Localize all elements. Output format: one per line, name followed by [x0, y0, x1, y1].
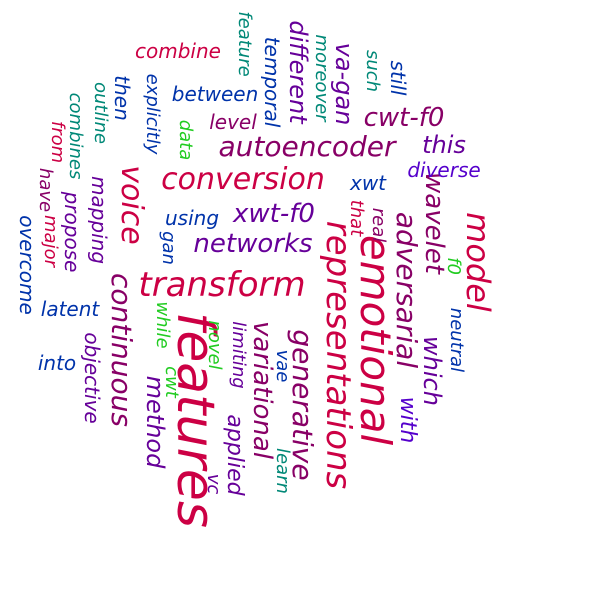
word-f0: f0	[443, 257, 464, 275]
word-xwt: xwt	[349, 171, 387, 195]
word-limiting: limiting	[228, 321, 249, 389]
word-into: into	[37, 351, 77, 375]
word-moreover: moreover	[311, 34, 332, 122]
word-explicitly: explicitly	[142, 73, 163, 155]
word-combine: combine	[135, 39, 221, 63]
word-xwt-f0: xwt-f0	[233, 199, 315, 229]
word-then: then	[110, 75, 134, 121]
word-transform: transform	[138, 265, 306, 305]
word-vc: vc	[203, 473, 224, 495]
word-major: major	[40, 215, 61, 267]
word-real: real	[368, 207, 389, 243]
word-temporal: temporal	[260, 36, 284, 128]
word-mapping: mapping	[87, 175, 111, 265]
word-propose: propose	[60, 191, 84, 273]
word-adversarial: adversarial	[390, 211, 423, 369]
word-between: between	[171, 82, 259, 106]
word-different: different	[284, 20, 312, 124]
word-still: still	[386, 60, 410, 96]
word-that: that	[346, 199, 367, 237]
word-va-gan: va-gan	[330, 42, 358, 126]
word-cwt-f0: cwt-f0	[363, 103, 445, 133]
word-conversion: conversion	[161, 162, 325, 197]
word-diverse: diverse	[407, 158, 481, 182]
word-autoencoder: autoencoder	[218, 130, 396, 163]
word-neutral: neutral	[446, 307, 467, 373]
word-applied: applied	[222, 414, 247, 496]
word-outline: outline	[90, 82, 111, 144]
word-continuous: continuous	[105, 273, 138, 427]
word-representations: representations	[318, 220, 358, 490]
word-this: this	[422, 131, 466, 159]
word-overcome: overcome	[15, 215, 39, 315]
word-networks: networks	[193, 229, 313, 259]
word-novel: novel	[204, 320, 225, 370]
word-gan: gan	[158, 231, 179, 265]
word-cwt: cwt	[161, 366, 182, 398]
word-level: level	[209, 110, 257, 134]
word-data: data	[175, 119, 196, 161]
word-combines: combines	[65, 92, 86, 180]
word-vae: vae	[272, 349, 293, 383]
word-using: using	[164, 206, 220, 230]
word-have: have	[35, 167, 56, 213]
word-while: while	[152, 301, 173, 349]
word-which: which	[418, 336, 446, 406]
word-model: model	[459, 212, 497, 312]
word-from: from	[47, 120, 68, 164]
word-objective: objective	[80, 332, 104, 424]
word-learn: learn	[272, 448, 293, 494]
word-latent: latent	[40, 297, 100, 321]
word-feature: feature	[234, 11, 255, 77]
word-voice: voice	[114, 165, 149, 245]
word-variational: variational	[247, 320, 277, 460]
word-with: with	[395, 396, 420, 444]
word-such: such	[362, 49, 383, 93]
